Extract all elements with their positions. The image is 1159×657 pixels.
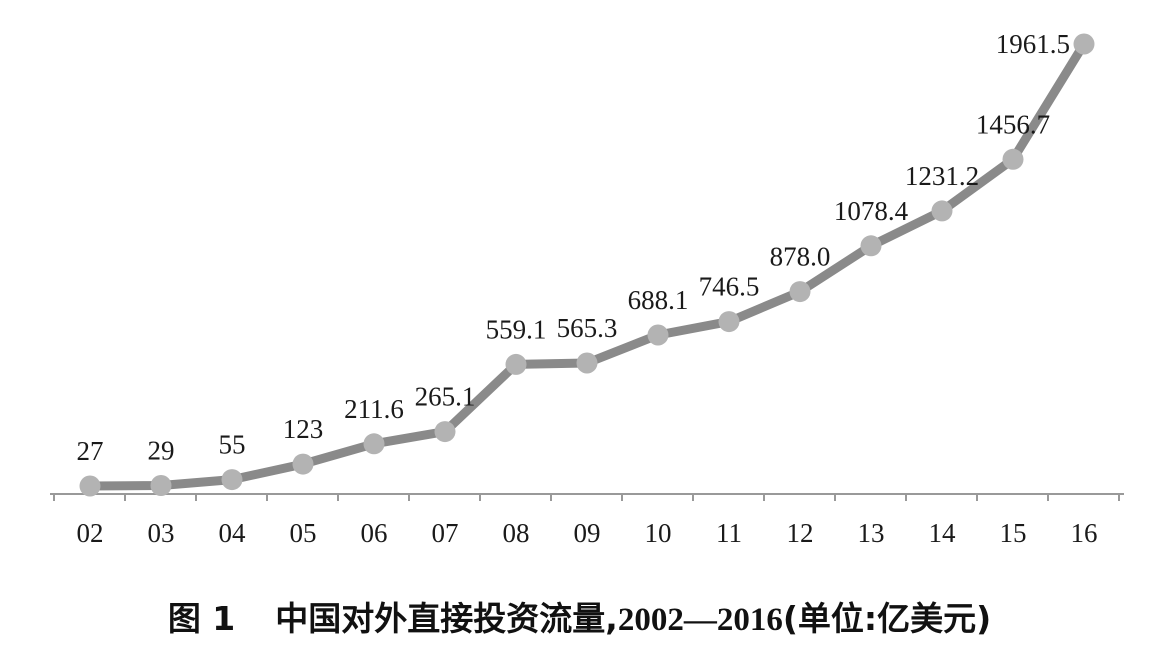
data-point-15 [1002, 148, 1024, 170]
x-tick-label-11: 11 [716, 518, 742, 548]
figure-caption: 图 1 中国对外直接投资流量,2002—2016(单位:亿美元) [0, 592, 1159, 640]
data-point-07 [434, 421, 456, 443]
data-label-08: 559.1 [486, 314, 547, 344]
data-label-04: 55 [219, 430, 246, 460]
data-point-09 [576, 352, 598, 374]
x-tick-label-03: 03 [148, 518, 175, 548]
x-tick-label-09: 09 [574, 518, 601, 548]
data-label-07: 265.1 [415, 382, 476, 412]
x-tick-label-10: 10 [645, 518, 672, 548]
x-tick-label-12: 12 [787, 518, 814, 548]
data-label-02: 27 [77, 436, 104, 466]
data-label-05: 123 [283, 414, 324, 444]
data-point-16 [1073, 33, 1095, 55]
x-tick-label-05: 05 [290, 518, 317, 548]
data-label-16: 1961.5 [996, 29, 1070, 59]
data-point-08 [505, 353, 527, 375]
caption-years: 2002—2016 [617, 602, 783, 638]
x-tick-label-02: 02 [77, 518, 104, 548]
x-tick-label-16: 16 [1071, 518, 1098, 548]
data-label-12: 878.0 [770, 242, 831, 272]
data-point-11 [718, 311, 740, 333]
data-label-13: 1078.4 [834, 196, 909, 226]
data-point-10 [647, 324, 669, 346]
x-tick-label-06: 06 [361, 518, 388, 548]
x-tick-label-13: 13 [858, 518, 885, 548]
caption-unit: (单位:亿美元) [782, 599, 992, 638]
line-chart: 27 29 55 123 211.6 265.1 559.1 565.3 688.1 746.5 8… [50, 29, 1124, 548]
data-label-14: 1231.2 [905, 161, 979, 191]
data-label-09: 565.3 [557, 313, 618, 343]
data-label-15: 1456.7 [976, 109, 1050, 139]
data-point-13 [860, 235, 882, 257]
data-label-11: 746.5 [699, 272, 760, 302]
x-tick-label-07: 07 [432, 518, 459, 548]
data-label-10: 688.1 [628, 285, 689, 315]
data-point-04 [221, 469, 243, 491]
data-point-06 [363, 433, 385, 455]
data-point-14 [931, 200, 953, 222]
figure-number: 图 1 [167, 599, 236, 638]
data-label-03: 29 [148, 436, 175, 466]
data-point-02 [79, 475, 101, 497]
x-tick-label-15: 15 [1000, 518, 1027, 548]
x-tick-label-14: 14 [929, 518, 957, 548]
data-point-12 [789, 281, 811, 303]
series-line [85, 39, 1089, 491]
data-point-05 [292, 453, 314, 475]
data-point-03 [150, 475, 172, 496]
x-tick-label-08: 08 [503, 518, 530, 548]
caption-title: 中国对外直接投资流量, [275, 599, 618, 638]
data-label-06: 211.6 [344, 394, 404, 424]
x-tick-label-04: 04 [219, 518, 247, 548]
